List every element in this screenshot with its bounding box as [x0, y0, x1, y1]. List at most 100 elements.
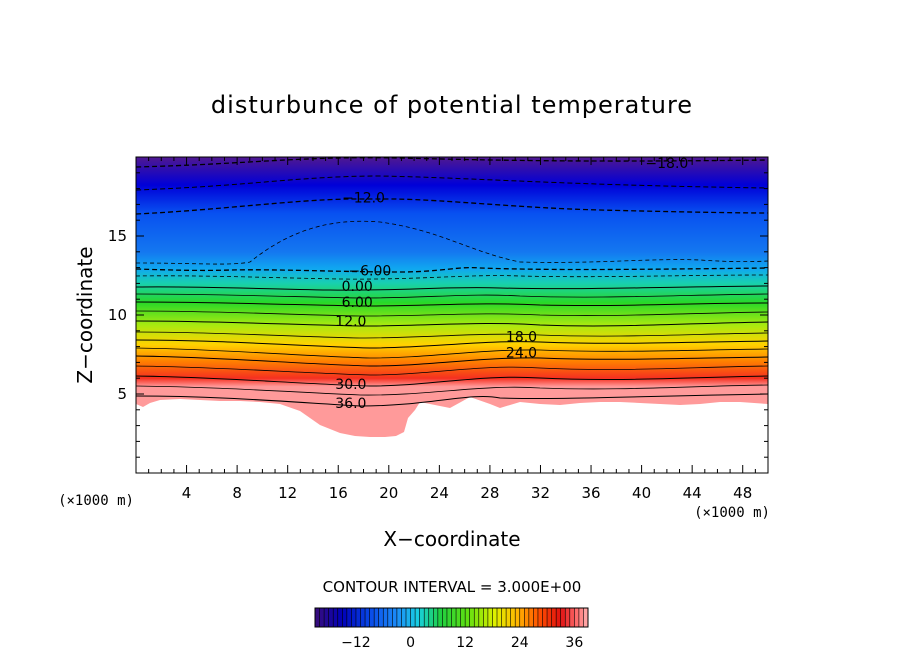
- x-tick-label: 44: [683, 484, 702, 502]
- colorbar-cell: [583, 608, 589, 627]
- colorbar-cell: [533, 608, 539, 627]
- colorbar-cell: [396, 608, 402, 627]
- colorbar-cell: [551, 608, 557, 627]
- x-tick-label: 12: [278, 484, 297, 502]
- contour-label: −6.00: [348, 263, 391, 279]
- colorbar-cell: [506, 608, 511, 627]
- colorbar-cell: [574, 608, 580, 627]
- contour-line-neg-18: [136, 157, 768, 168]
- colorbar-cell: [510, 608, 516, 627]
- colorbar-cell: [478, 608, 484, 627]
- colorbar-tick-label: 24: [511, 635, 529, 651]
- colorbar-cell: [351, 608, 357, 627]
- contour-label: 30.0: [335, 377, 366, 393]
- x-tick-label: 8: [232, 484, 242, 502]
- colorbar-cell: [383, 608, 389, 627]
- x-unit-label: (×1000 m): [694, 505, 770, 521]
- colorbar-cell: [355, 608, 361, 627]
- y-unit-label: (×1000 m): [58, 493, 134, 509]
- colorbar-cell: [578, 608, 584, 627]
- x-tick-label: 40: [632, 484, 651, 502]
- shaded-region: [136, 157, 768, 437]
- colorbar-cell: [319, 608, 325, 627]
- contour-line-30: [136, 375, 768, 387]
- colorbar-cell: [451, 608, 457, 627]
- contour-line-24: [136, 355, 768, 367]
- colorbar-cell: [433, 608, 439, 627]
- contour-line-neg-12: [136, 198, 768, 215]
- x-axis: 4 8 12 16 20 24 28 32 36 40 44 48: [148, 157, 756, 502]
- x-axis-title: X−coordinate: [383, 527, 520, 551]
- colorbar-cell: [346, 608, 352, 627]
- colorbar-cell: [492, 608, 498, 627]
- contour-label: 18.0: [506, 330, 537, 346]
- colorbar-cell: [547, 608, 552, 627]
- colorbar-tick-label: 12: [456, 635, 474, 651]
- contour-line-21: [136, 347, 768, 359]
- colorbar-tick-label: 36: [565, 635, 583, 651]
- colorbar-tick-label: −12: [341, 635, 371, 651]
- contour-line-18: [136, 339, 768, 349]
- contour-line-6: [136, 301, 768, 307]
- contour-label: −12.0: [342, 191, 385, 207]
- colorbar-cell: [374, 608, 379, 627]
- colorbar-cell: [324, 608, 329, 627]
- contour-line-9: [136, 310, 768, 317]
- colorbar-cell: [378, 608, 384, 627]
- contour-lines: [136, 157, 768, 407]
- colorbar-cell: [369, 608, 375, 627]
- colorbar-cell: [442, 608, 448, 627]
- colorbar-cell: [501, 608, 507, 627]
- contour-label: 12.0: [335, 314, 366, 330]
- colorbar-cell: [519, 608, 525, 627]
- colorbar-cell: [365, 608, 370, 627]
- contour-label: 6.00: [342, 295, 373, 311]
- x-tick-label: 24: [430, 484, 449, 502]
- colorbar-cell: [415, 608, 420, 627]
- colorbar-cell: [542, 608, 548, 627]
- colorbar-cell: [424, 608, 430, 627]
- contour-labels: −18.0 −12.0 −6.000.006.00 12.0 18.024.0 30.0 3…: [335, 156, 688, 412]
- contour-line-neg-3: [136, 274, 768, 280]
- colorbar-cell: [456, 608, 461, 627]
- colorbar-cell: [569, 608, 575, 627]
- contour-line-33: [136, 384, 768, 396]
- colorbar-cell: [528, 608, 534, 627]
- colorbar-tick-label: 0: [406, 635, 415, 651]
- colorbar-cell: [419, 608, 425, 627]
- colorbar-cell: [537, 608, 543, 627]
- colorbar: [314, 607, 589, 628]
- contour-line-neg-6: [136, 266, 768, 273]
- contour-line-36: [136, 393, 768, 407]
- colorbar-cell: [387, 608, 393, 627]
- colorbar-cell: [446, 608, 452, 627]
- colorbar-cell: [515, 608, 521, 627]
- colorbar-cell: [315, 608, 320, 627]
- chart-title: disturbunce of potential temperature: [211, 91, 693, 119]
- contour-interval-text: CONTOUR INTERVAL = 3.000E+00: [323, 578, 582, 596]
- x-tick-label: 16: [329, 484, 348, 502]
- colorbar-cell: [342, 608, 348, 627]
- colorbar-cell: [360, 608, 366, 627]
- y-tick-label: 15: [108, 227, 127, 245]
- y-tick-label: 10: [108, 306, 127, 324]
- x-tick-label: 48: [733, 484, 752, 502]
- colorbar-cell: [465, 608, 470, 627]
- x-tick-label: 28: [480, 484, 499, 502]
- contour-line-neg-9: [136, 220, 768, 265]
- colorbar-cell: [565, 608, 571, 627]
- colorbar-cell: [556, 608, 561, 627]
- y-axis-title: Z−coordinate: [73, 246, 97, 383]
- colorbar-cell: [497, 608, 502, 627]
- x-tick-label: 20: [379, 484, 398, 502]
- contour-line-12: [136, 320, 768, 327]
- contour-line-27: [136, 365, 768, 376]
- contour-field: [136, 157, 768, 437]
- y-axis: 5 10 15: [108, 172, 768, 458]
- x-tick-label: 32: [531, 484, 550, 502]
- x-tick-label: 4: [182, 484, 192, 502]
- contour-line-3: [136, 293, 768, 299]
- colorbar-cell: [487, 608, 493, 627]
- y-tick-label: 5: [117, 385, 127, 403]
